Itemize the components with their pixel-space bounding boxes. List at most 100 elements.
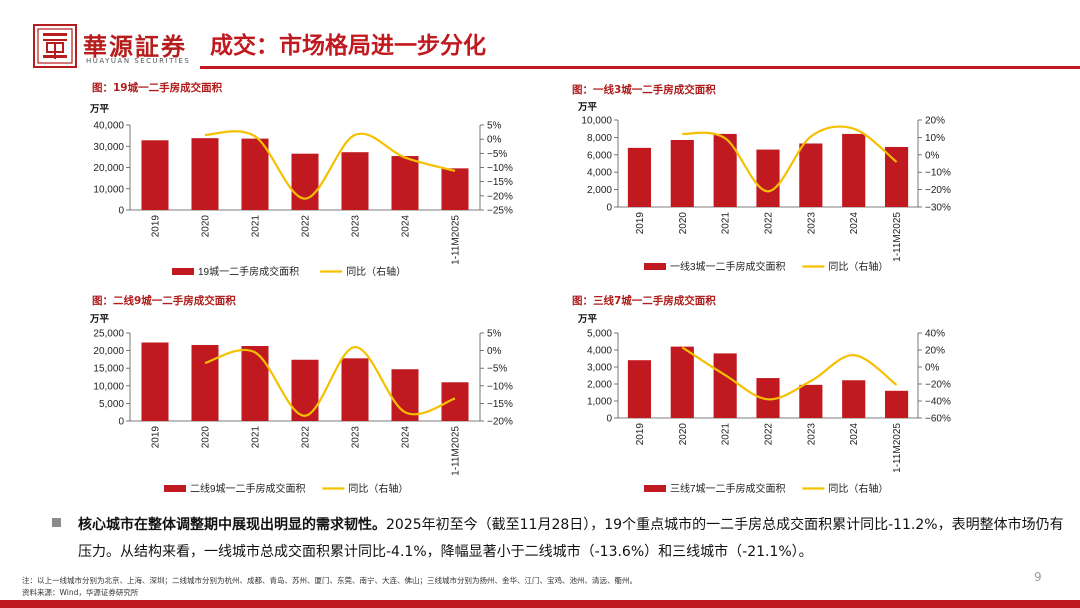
legend-bar-swatch <box>164 485 186 492</box>
left-tick-label: 4,000 <box>587 168 612 179</box>
chart-tier2: 万平 0 5,000 10,000 15,000 20,000 25,000 −20% −15%… <box>89 314 513 495</box>
logo-seal-icon <box>33 24 77 68</box>
right-tick-label: −15% <box>487 177 513 188</box>
right-tick-label: 5% <box>487 329 502 340</box>
x-tick-label: 2021 <box>721 423 732 446</box>
right-tick-label: −60% <box>925 414 951 425</box>
left-tick-label: 5,000 <box>99 399 124 410</box>
logo-text: 華源証券 <box>83 32 187 61</box>
left-tick-label: 0 <box>606 414 612 425</box>
chart-tier3: 万平 0 1,000 2,000 3,000 4,000 5,000 −60% −40% −20%… <box>577 314 951 495</box>
left-tick-label: 6,000 <box>587 150 612 161</box>
x-tick-label: 1-11M2025 <box>451 215 462 265</box>
left-tick-label: 8,000 <box>587 133 612 144</box>
left-tick-label: 10,000 <box>93 381 124 392</box>
chart-title-tier2: 图：二线9城一二手房成交面积 <box>92 295 236 307</box>
right-tick-label: −10% <box>487 163 513 174</box>
bar-2023 <box>341 152 369 210</box>
bar-2020 <box>191 344 219 421</box>
right-tick-label: −20% <box>487 191 513 202</box>
x-tick-label: 2022 <box>764 423 775 446</box>
left-tick-label: 0 <box>118 206 124 217</box>
bar-2020 <box>191 138 219 210</box>
yoy-line <box>682 125 898 193</box>
x-tick-label: 2021 <box>721 212 732 235</box>
bar-2019 <box>627 147 651 207</box>
bar-2023 <box>799 384 823 418</box>
x-tick-label: 2020 <box>201 215 212 238</box>
left-tick-label: 20,000 <box>93 163 124 174</box>
right-tick-label: 40% <box>925 329 945 340</box>
legend-bar-swatch <box>644 485 666 492</box>
bar-2024 <box>842 133 866 207</box>
right-tick-label: 0% <box>487 346 502 357</box>
bullet-icon <box>52 518 61 527</box>
left-tick-label: 30,000 <box>93 142 124 153</box>
bar-2022 <box>756 378 780 418</box>
right-tick-label: −10% <box>487 381 513 392</box>
left-tick-label: 5,000 <box>587 329 612 340</box>
unit-label: 万平 <box>89 104 110 115</box>
bar-2021 <box>241 138 269 210</box>
chart-19-cities: 万平 0 10,000 20,000 30,000 40,000 −25% −20% −15% −… <box>89 104 513 278</box>
x-tick-label: 2023 <box>351 215 362 238</box>
page-title: 成交：市场格局进一步分化 <box>210 33 486 59</box>
left-tick-label: 1,000 <box>587 397 612 408</box>
right-tick-label: 10% <box>925 133 945 144</box>
right-tick-label: −40% <box>925 397 951 408</box>
legend-line-label: 同比（右轴） <box>348 482 408 495</box>
right-tick-label: 5% <box>487 121 502 132</box>
summary-bold: 核心城市在整体调整期中展现出明显的需求韧性。 <box>78 517 386 533</box>
footnote-cities: 注：以上一线城市分别为北京、上海、深圳；二线城市分别为杭州、成都、青岛、苏州、厦… <box>22 576 637 585</box>
x-tick-label: 2024 <box>401 215 412 238</box>
chart-title-tier1: 图：一线3城一二手房成交面积 <box>572 84 716 96</box>
right-tick-label: −20% <box>925 185 951 196</box>
header-divider <box>200 66 1080 69</box>
bar-1-11M2025 <box>885 390 909 418</box>
bar-2021 <box>241 346 269 421</box>
summary-text: 2025年初至今（截至11月28日），19个重点城市的一二手房总成交面积累计同比… <box>78 517 1064 560</box>
bar-2019 <box>627 360 651 418</box>
bar-2023 <box>799 143 823 207</box>
x-tick-label: 2020 <box>678 212 689 235</box>
left-tick-label: 0 <box>606 203 612 214</box>
right-tick-label: 0% <box>925 150 940 161</box>
legend-bar-label: 19城一二手房成交面积 <box>198 265 299 278</box>
yoy-line <box>204 130 456 200</box>
yoy-line <box>204 345 456 417</box>
legend-bar-label: 三线7城一二手房成交面积 <box>670 482 786 495</box>
bar-2021 <box>713 353 737 418</box>
bar-1-11M2025 <box>441 168 469 210</box>
right-tick-label: −10% <box>925 168 951 179</box>
x-tick-label: 2020 <box>678 423 689 446</box>
bar-2019 <box>141 140 169 210</box>
x-tick-label: 2023 <box>351 426 362 449</box>
header: 華源証券 HUAYUAN SECURITIES 成交：市场格局进一步分化 <box>0 0 1080 72</box>
legend-line-label: 同比（右轴） <box>828 482 888 495</box>
left-tick-label: 25,000 <box>93 329 124 340</box>
chart-tier1: 万平 0 2,000 4,000 6,000 8,000 10,000 −30% −20% −10… <box>577 102 951 273</box>
x-tick-label: 2022 <box>301 426 312 449</box>
x-tick-label: 2022 <box>764 212 775 235</box>
footer-bar <box>0 600 1080 608</box>
legend-bar-label: 一线3城一二手房成交面积 <box>670 260 786 273</box>
x-tick-label: 2024 <box>401 426 412 449</box>
left-tick-label: 3,000 <box>587 363 612 374</box>
chart-title-tier3: 图：三线7城一二手房成交面积 <box>572 295 716 307</box>
right-tick-label: −5% <box>487 149 507 160</box>
x-tick-label: 1-11M2025 <box>892 212 903 262</box>
x-tick-label: 2023 <box>806 212 817 235</box>
right-tick-label: −15% <box>487 399 513 410</box>
page-number: 9 <box>1034 570 1042 584</box>
legend-bar-label: 二线9城一二手房成交面积 <box>190 482 306 495</box>
yoy-line <box>681 346 898 401</box>
x-tick-label: 2020 <box>201 426 212 449</box>
x-tick-label: 1-11M2025 <box>451 426 462 476</box>
right-tick-label: 20% <box>925 116 945 127</box>
left-tick-label: 2,000 <box>587 185 612 196</box>
right-tick-label: −20% <box>487 417 513 428</box>
left-tick-label: 2,000 <box>587 380 612 391</box>
x-tick-label: 2019 <box>635 423 646 446</box>
bar-2021 <box>713 133 737 207</box>
legend-line-label: 同比（右轴） <box>828 260 888 273</box>
